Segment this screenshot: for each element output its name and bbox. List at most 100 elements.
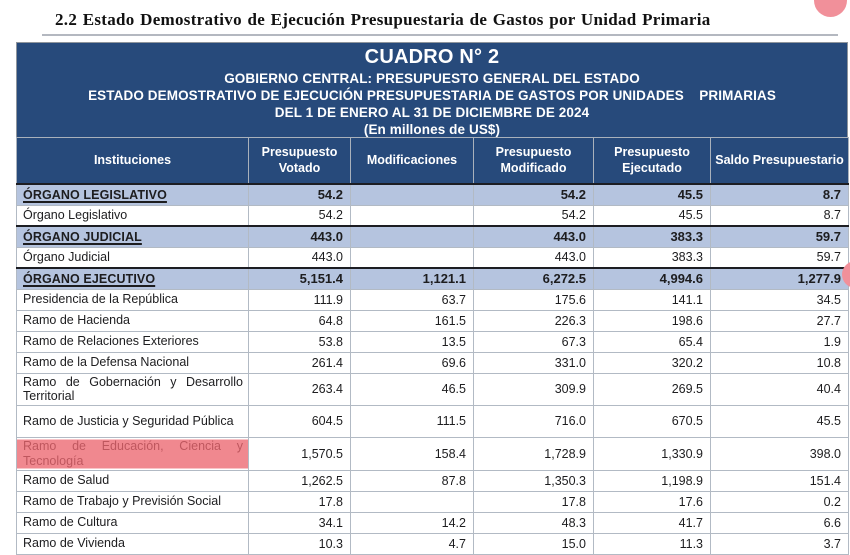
value-cell: 54.2 [248,183,351,206]
table-row: Ramo de Gobernación y Desarrollo Territo… [16,372,849,406]
value-cell: 1,277.9 [710,267,849,290]
value-cell: 8.7 [710,183,849,206]
value-cell: 443.0 [473,225,594,248]
value-cell: 54.2 [473,183,594,206]
value-cell: 87.8 [350,469,474,492]
table-row: Órgano Legislativo 54.2 54.2 45.5 8.7 [16,204,849,227]
page-title: 2.2 Estado Demostrativo de Ejecución Pre… [55,10,711,29]
value-cell: 670.5 [593,404,711,438]
table-row: Ramo de Salud 1,262.5 87.8 1,350.3 1,198.9 15… [16,469,849,492]
value-cell: 53.8 [248,330,351,353]
header-subtitle-2: ESTADO DEMOSTRATIVO DE EJECUCIÓN PRESUPU… [88,88,776,103]
table-row: ÓRGANO JUDICIAL 443.0 443.0 383.3 59.7 [16,225,849,248]
header-subtitle-1: GOBIERNO CENTRAL: PRESUPUESTO GENERAL DE… [224,71,640,86]
value-cell: 4,994.6 [593,267,711,290]
value-cell: 5,151.4 [248,267,351,290]
value-cell: 69.6 [350,351,474,374]
header-units: (En millones de US$) [363,122,501,137]
value-cell: 59.7 [710,225,849,248]
value-cell: 15.0 [473,532,594,555]
table-body: ÓRGANO LEGISLATIVO 54.2 54.2 45.5 8.7 Órgano … [16,183,849,555]
value-cell: 65.4 [593,330,711,353]
column-header-row: Instituciones Presupuesto Votado Modificac… [16,137,849,185]
value-cell [350,490,474,513]
institution-cell: Ramo de Trabajo y Previsión Social [16,490,249,513]
value-cell: 398.0 [710,436,849,471]
institution-cell: Ramo de Educación, Ciencia y Tecnología [16,436,249,471]
value-cell: 14.2 [350,511,474,534]
annotation-circle-right [842,261,850,288]
value-cell: 45.5 [593,183,711,206]
value-cell: 3.7 [710,532,849,555]
institution-cell: Ramo de Relaciones Exteriores [16,330,249,353]
annotation-circle-top [814,0,847,17]
value-cell: 59.7 [710,246,849,269]
value-cell: 17.8 [473,490,594,513]
value-cell: 1,728.9 [473,436,594,471]
value-cell: 67.3 [473,330,594,353]
budget-sheet: CUADRO N° 2 GOBIERNO CENTRAL: PRESUPUEST… [16,42,849,555]
value-cell: 716.0 [473,404,594,438]
table-row: Ramo de Hacienda 64.8 161.5 226.3 198.6 27.7 [16,309,849,332]
value-cell: 111.5 [350,404,474,438]
table-row: Ramo de Trabajo y Previsión Social 17.8 17… [16,490,849,513]
value-cell: 309.9 [473,372,594,406]
table-row: Ramo de Cultura 34.1 14.2 48.3 41.7 6.6 [16,511,849,534]
column-header-5: Saldo Presupuestario [710,137,849,185]
table-row: ÓRGANO EJECUTIVO 5,151.4 1,121.1 6,272.5 4,9… [16,267,849,290]
value-cell: 34.1 [248,511,351,534]
value-cell: 6.6 [710,511,849,534]
value-cell: 54.2 [248,204,351,227]
value-cell: 443.0 [248,225,351,248]
table-row: Ramo de Relaciones Exteriores 53.8 13.5 67.… [16,330,849,353]
table-row: Presidencia de la República 111.9 63.7 175.… [16,288,849,311]
value-cell: 11.3 [593,532,711,555]
value-cell: 111.9 [248,288,351,311]
value-cell: 158.4 [350,436,474,471]
cuadro-number: CUADRO N° 2 [364,46,500,68]
value-cell: 40.4 [710,372,849,406]
title-underline [42,34,838,36]
table-title-block: CUADRO N° 2 GOBIERNO CENTRAL: PRESUPUEST… [16,42,848,137]
institution-cell: Ramo de Cultura [16,511,249,534]
value-cell: 383.3 [593,246,711,269]
value-cell: 269.5 [593,372,711,406]
institution-cell: Presidencia de la República [16,288,249,311]
institution-cell: ÓRGANO JUDICIAL [16,225,249,248]
header-period: DEL 1 DE ENERO AL 31 DE DICIEMBRE DE 202… [274,105,590,120]
document-page: 2.2 Estado Demostrativo de Ejecución Pre… [16,0,850,555]
column-header-3: Presupuesto Modificado [473,137,594,185]
column-header-4: Presupuesto Ejecutado [593,137,711,185]
value-cell: 263.4 [248,372,351,406]
value-cell: 383.3 [593,225,711,248]
value-cell: 161.5 [350,309,474,332]
value-cell: 443.0 [473,246,594,269]
value-cell: 1,262.5 [248,469,351,492]
value-cell: 175.6 [473,288,594,311]
table-row: Ramo de Justicia y Seguridad Pública 604.… [16,404,849,438]
value-cell: 10.3 [248,532,351,555]
value-cell: 54.2 [473,204,594,227]
institution-cell: ÓRGANO EJECUTIVO [16,267,249,290]
value-cell: 6,272.5 [473,267,594,290]
value-cell: 34.5 [710,288,849,311]
institution-cell: ÓRGANO LEGISLATIVO [16,183,249,206]
value-cell: 27.7 [710,309,849,332]
value-cell: 63.7 [350,288,474,311]
table-row: Ramo de Vivienda 10.3 4.7 15.0 11.3 3.7 [16,532,849,555]
value-cell: 48.3 [473,511,594,534]
value-cell: 10.8 [710,351,849,374]
value-cell: 320.2 [593,351,711,374]
value-cell: 17.6 [593,490,711,513]
value-cell: 1,330.9 [593,436,711,471]
institution-cell: Ramo de Vivienda [16,532,249,555]
value-cell: 8.7 [710,204,849,227]
value-cell: 45.5 [710,404,849,438]
value-cell: 1,198.9 [593,469,711,492]
value-cell: 261.4 [248,351,351,374]
value-cell: 1.9 [710,330,849,353]
value-cell: 17.8 [248,490,351,513]
value-cell: 4.7 [350,532,474,555]
value-cell: 64.8 [248,309,351,332]
table-row: Ramo de la Defensa Nacional 261.4 69.6 331.… [16,351,849,374]
